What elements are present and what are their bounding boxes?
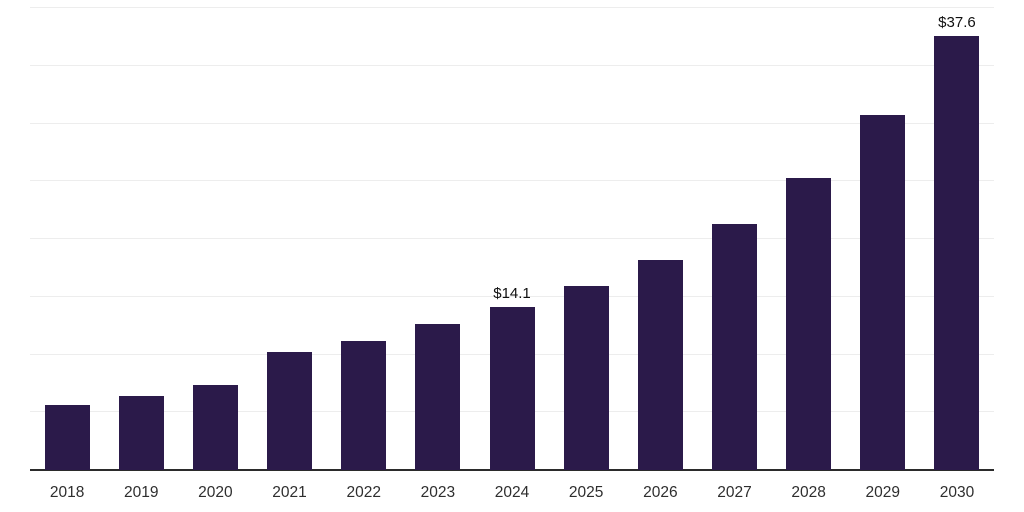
bar-value-label: $37.6 <box>938 13 976 31</box>
bar-column <box>30 8 104 470</box>
gridline <box>30 238 994 239</box>
bar-value-label: $14.1 <box>493 285 531 303</box>
x-tick-label: 2024 <box>494 484 530 501</box>
bar-column <box>252 8 326 470</box>
gridline <box>30 7 994 8</box>
bar-column <box>697 8 771 470</box>
x-axis-line <box>30 469 994 471</box>
gridline <box>30 295 994 297</box>
bar <box>415 324 461 470</box>
bar-column <box>623 8 697 470</box>
bar <box>44 405 90 470</box>
x-tick-label: 2025 <box>568 484 604 501</box>
gridline <box>30 180 994 182</box>
bar-column <box>772 8 846 470</box>
bar-series: $14.1 $37.6 <box>30 8 994 470</box>
x-axis-tick-labels: 2018 2019 2020 2021 2022 2023 2024 2025 2026 2027… <box>30 480 994 506</box>
bar <box>786 177 832 470</box>
bar <box>563 286 609 470</box>
x-tick-label: 2026 <box>643 484 678 501</box>
bar <box>341 340 387 470</box>
plot-area: $14.1 $37.6 <box>30 7 994 471</box>
x-tick-label: 2023 <box>420 484 456 501</box>
bar-column: $37.6 <box>920 8 994 470</box>
bar-column: $14.1 <box>475 8 549 470</box>
bar-column <box>104 8 178 470</box>
x-tick-label: 2019 <box>123 484 159 501</box>
x-tick-label: 2027 <box>717 484 752 501</box>
bar <box>192 384 238 470</box>
x-tick-label: 2030 <box>939 484 975 501</box>
x-tick-label: 2022 <box>346 484 381 501</box>
gridline <box>30 64 994 66</box>
bar <box>637 259 683 470</box>
x-tick-label: 2029 <box>865 484 901 501</box>
bar <box>489 307 535 470</box>
x-tick-label: 2018 <box>49 484 85 501</box>
x-tick-label: 2021 <box>272 484 307 501</box>
bar-column <box>327 8 401 470</box>
bar-column <box>549 8 623 470</box>
bar <box>934 35 980 470</box>
bar-column <box>846 8 920 470</box>
bar-column <box>178 8 252 470</box>
x-tick-label: 2028 <box>791 484 826 501</box>
bar <box>711 224 757 470</box>
bar <box>860 115 906 470</box>
bar <box>118 396 164 470</box>
x-tick-label: 2020 <box>198 484 233 501</box>
bar <box>267 352 313 470</box>
gridline <box>30 122 994 124</box>
bar-column <box>401 8 475 470</box>
